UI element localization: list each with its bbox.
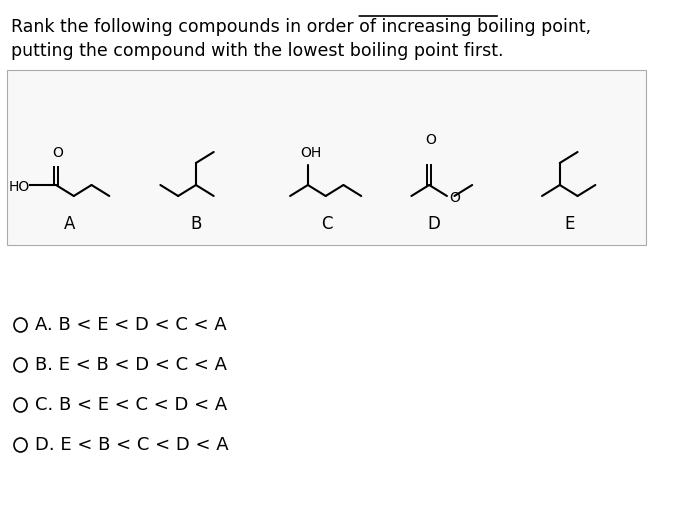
Text: B. E < B < D < C < A: B. E < B < D < C < A	[36, 356, 228, 374]
Text: O: O	[426, 133, 437, 147]
Text: C. B < E < C < D < A: C. B < E < C < D < A	[36, 396, 228, 414]
Text: O: O	[449, 191, 460, 205]
Text: Rank the following compounds in order of increasing boiling point,: Rank the following compounds in order of…	[11, 18, 592, 36]
Text: D. E < B < C < D < A: D. E < B < C < D < A	[36, 436, 229, 454]
Text: putting the compound with the lowest boiling point first.: putting the compound with the lowest boi…	[11, 42, 504, 60]
FancyBboxPatch shape	[8, 70, 645, 245]
Text: E: E	[564, 215, 574, 233]
Text: A: A	[64, 215, 76, 233]
Text: D: D	[428, 215, 440, 233]
Text: O: O	[52, 146, 63, 160]
Text: OH: OH	[300, 146, 321, 160]
Text: A. B < E < D < C < A: A. B < E < D < C < A	[36, 316, 228, 334]
Text: HO: HO	[8, 180, 30, 194]
Text: B: B	[190, 215, 202, 233]
Text: C: C	[321, 215, 332, 233]
